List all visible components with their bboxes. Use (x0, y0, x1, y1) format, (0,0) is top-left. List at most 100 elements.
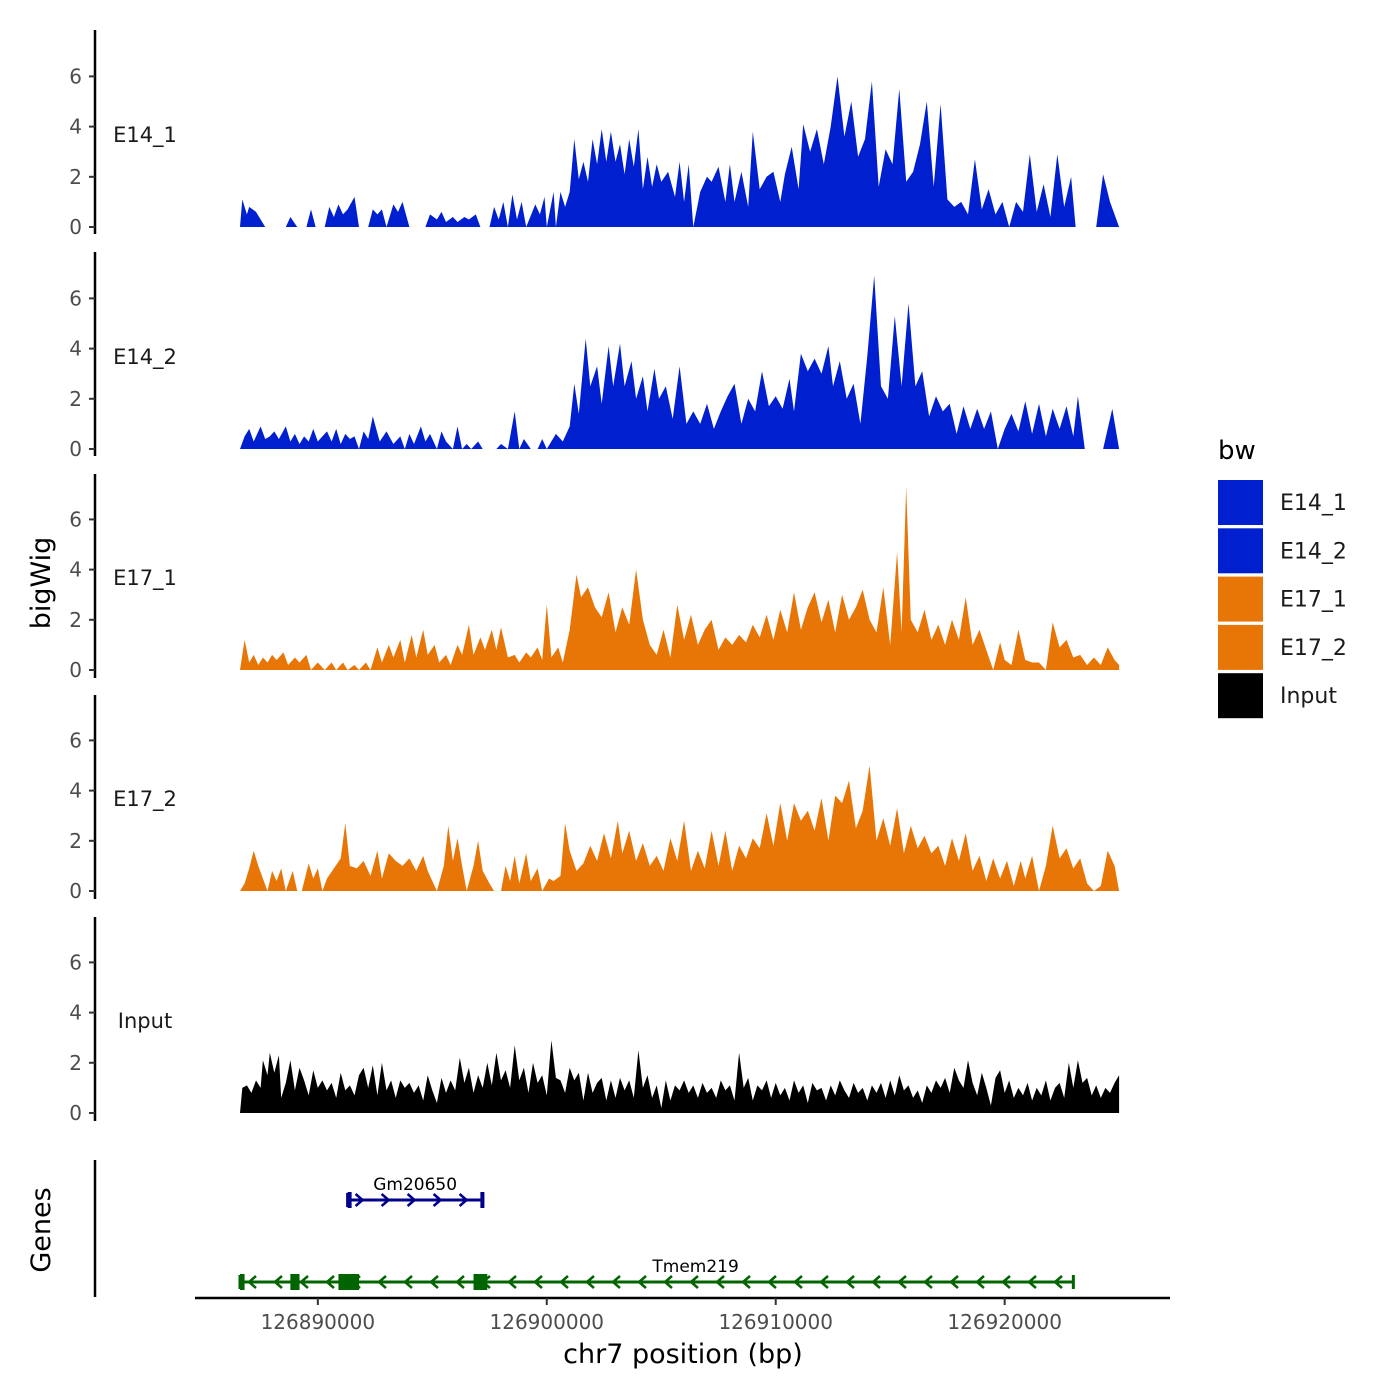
strand-arrow (871, 1275, 881, 1289)
track-e14-1: 0 2 4 6 E14_1 (69, 30, 1120, 239)
exon (338, 1274, 360, 1290)
strand-arrow (949, 1275, 959, 1289)
track-e17-2: 0 2 4 6 E17_2 (69, 695, 1120, 903)
legend-swatch (1218, 480, 1263, 525)
track-label: Input (118, 1009, 172, 1033)
strand-arrow (637, 1275, 647, 1289)
track-label: E14_1 (113, 123, 177, 148)
legend-item-e17-2: E17_2 (1218, 624, 1347, 670)
exon (347, 1192, 352, 1208)
strand-arrow (611, 1275, 621, 1289)
y-tick-label: 4 (69, 1001, 82, 1025)
strand-arrow (299, 1275, 309, 1289)
legend-swatch (1218, 528, 1263, 574)
y-tick-label: 4 (69, 779, 82, 803)
strand-arrow (845, 1275, 855, 1289)
y-tick-label: 4 (69, 337, 82, 361)
genes-track-title: Genes (26, 1187, 57, 1272)
strand-arrow (507, 1275, 517, 1289)
strand-arrow (455, 1275, 465, 1289)
strand-arrow (380, 1193, 391, 1207)
track-label: E14_2 (113, 345, 177, 370)
signal-area (240, 765, 1120, 891)
y-tick-label: 2 (69, 1051, 82, 1075)
gene-label: Gm20650 (373, 1175, 457, 1195)
strand-arrow (793, 1275, 803, 1289)
exon (473, 1274, 488, 1290)
y-tick-label: 2 (69, 387, 82, 411)
gene-label: Tmem219 (651, 1257, 738, 1277)
y-tick-label: 0 (69, 437, 82, 461)
strand-arrow (689, 1275, 699, 1289)
strand-arrow (247, 1275, 257, 1289)
y-tick-label: 6 (69, 728, 82, 752)
strand-arrow (923, 1275, 933, 1289)
y-tick-label: 0 (69, 658, 82, 682)
legend-swatch (1218, 624, 1263, 670)
strand-arrow (458, 1193, 469, 1207)
strand-arrow (741, 1275, 751, 1289)
legend-label: Input (1280, 684, 1337, 709)
legend-label: E14_1 (1280, 491, 1347, 516)
strand-arrow (975, 1275, 985, 1289)
signal-area (240, 76, 1120, 228)
x-tick-label: 126920000 (947, 1310, 1062, 1334)
strand-arrow (819, 1275, 829, 1289)
strand-arrow (585, 1275, 595, 1289)
y-tick-label: 0 (69, 215, 82, 239)
legend-label: E14_2 (1280, 539, 1347, 564)
strand-arrow (1027, 1275, 1037, 1289)
strand-arrow (897, 1275, 907, 1289)
strand-arrow (354, 1193, 365, 1207)
strand-arrow (273, 1275, 283, 1289)
strand-arrow (1053, 1275, 1063, 1289)
legend-item-e14-2: E14_2 (1218, 528, 1347, 574)
legend-item-e17-1: E17_1 (1218, 576, 1347, 622)
exon (240, 1274, 245, 1290)
y-tick-label: 2 (69, 608, 82, 632)
x-tick-label: 126900000 (490, 1310, 605, 1334)
y-tick-label: 6 (69, 286, 82, 310)
strand-arrow (715, 1275, 725, 1289)
y-tick-label: 2 (69, 829, 82, 853)
legend: bw E14_1 E14_2 E17_1 E17_2 Input (1218, 436, 1347, 719)
track-e14-2: 0 2 4 6 E14_2 (69, 252, 1120, 461)
legend-label: E17_1 (1280, 588, 1347, 613)
strand-arrow (663, 1275, 673, 1289)
strand-arrow (767, 1275, 777, 1289)
gene-gm20650: Gm20650 (346, 1175, 485, 1208)
strand-arrow (1001, 1275, 1011, 1289)
signal-area (240, 275, 1120, 449)
y-tick-label: 4 (69, 558, 82, 582)
signal-area (240, 486, 1120, 670)
track-label: E17_2 (113, 787, 177, 812)
x-tick-label: 126910000 (718, 1310, 833, 1334)
strand-arrow (432, 1193, 443, 1207)
x-axis-title: chr7 position (bp) (563, 1339, 803, 1370)
legend-swatch (1218, 673, 1263, 719)
strand-arrow (559, 1275, 569, 1289)
strand-arrow (406, 1193, 417, 1207)
x-tick-label: 126890000 (261, 1310, 376, 1334)
legend-swatch (1218, 576, 1263, 622)
exon (480, 1192, 485, 1208)
y-axis-title: bigWig (26, 537, 57, 630)
exon (290, 1274, 300, 1290)
y-tick-label: 6 (69, 507, 82, 531)
y-tick-label: 6 (69, 64, 82, 88)
y-tick-label: 2 (69, 165, 82, 189)
gene-tmem219: Tmem219 (238, 1257, 1075, 1290)
signal-tracks: 0 2 4 6 E14_1 0 2 4 6 E14_2 0 2 4 6 E17_1 0 2 4 6 E17_2 0 2 4 6… (69, 30, 1120, 1125)
legend-title: bw (1218, 436, 1256, 466)
strand-arrow (325, 1275, 335, 1289)
track-label: E17_1 (113, 566, 177, 591)
y-tick-label: 4 (69, 115, 82, 139)
x-axis: 126890000 126900000 126910000 126920000 (195, 1296, 1170, 1334)
y-tick-label: 0 (69, 879, 82, 903)
y-tick-label: 6 (69, 950, 82, 974)
legend-label: E17_2 (1280, 636, 1347, 661)
signal-area (240, 1040, 1120, 1113)
legend-item-e14-1: E14_1 (1218, 480, 1347, 525)
genes-track: Gm20650 Tmem219 (93, 1160, 1075, 1297)
